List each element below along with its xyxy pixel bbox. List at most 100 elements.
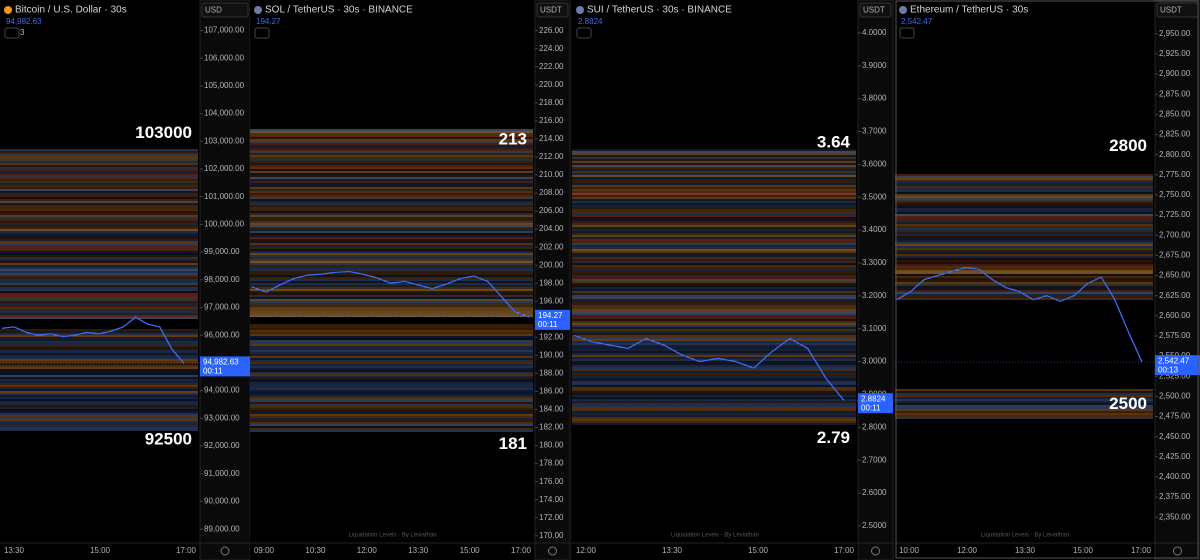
x-tick-label: 09:00 bbox=[254, 546, 275, 555]
price-line bbox=[1, 316, 185, 364]
price-line bbox=[251, 270, 530, 318]
y-tick-label: 206.00 bbox=[539, 206, 564, 215]
y-tick-label: 104,000.00 bbox=[204, 109, 245, 118]
y-tick-label: 2,825.00 bbox=[1159, 130, 1191, 139]
y-tick-label: 224.00 bbox=[539, 44, 564, 53]
last-price-tag bbox=[858, 393, 893, 414]
y-tick-label: 89,000.00 bbox=[204, 524, 240, 533]
y-tick-label: 3.6000 bbox=[862, 159, 887, 168]
y-tick-label: 91,000.00 bbox=[204, 469, 240, 478]
y-tick-label: 170.00 bbox=[539, 531, 564, 540]
plot-area bbox=[895, 0, 1155, 560]
y-tick-label: 102,000.00 bbox=[204, 164, 245, 173]
y-tick-label: 2,875.00 bbox=[1159, 89, 1191, 98]
y-tick-label: 2,850.00 bbox=[1159, 110, 1191, 119]
settings-button[interactable] bbox=[871, 546, 880, 556]
level-label: 103000 bbox=[135, 123, 192, 142]
x-tick-label: 15:00 bbox=[90, 546, 111, 555]
level-label: 2800 bbox=[1109, 136, 1147, 155]
last-price-tag bbox=[535, 309, 570, 330]
symbol-icon bbox=[899, 6, 907, 14]
collapse-button[interactable] bbox=[254, 27, 270, 39]
collapse-button[interactable] bbox=[4, 27, 20, 39]
y-tick-label: 190.00 bbox=[539, 350, 564, 359]
last-price-label: 94,982.63 bbox=[203, 358, 239, 367]
x-tick-label: 13:30 bbox=[408, 546, 429, 555]
currency-label: USDT bbox=[1160, 6, 1182, 15]
chart-panel: 170.00 172.00 174.00 176.00 178.00 180.00 182.… bbox=[250, 0, 571, 560]
y-tick-label: 2,925.00 bbox=[1159, 49, 1191, 58]
y-tick-label: 2,450.00 bbox=[1159, 432, 1191, 441]
y-tick-label: 3.5000 bbox=[862, 192, 887, 201]
currency-label: USD bbox=[205, 6, 222, 15]
y-tick-label: 106,000.00 bbox=[204, 53, 245, 62]
y-tick-label: 2,400.00 bbox=[1159, 472, 1191, 481]
y-tick-label: 2,500.00 bbox=[1159, 391, 1191, 400]
y-tick-label: 2,625.00 bbox=[1159, 291, 1191, 300]
y-tick-label: 2.6000 bbox=[862, 488, 887, 497]
x-tick-label: 15:00 bbox=[748, 546, 769, 555]
price-axis bbox=[1154, 0, 1200, 560]
y-tick-label: 3.8000 bbox=[862, 94, 887, 103]
y-tick-label: 2,800.00 bbox=[1159, 150, 1191, 159]
countdown: 00:11 bbox=[538, 320, 558, 329]
y-tick-label: 2,725.00 bbox=[1159, 210, 1191, 219]
symbol-icon bbox=[4, 6, 12, 14]
watermark: Liquidation Levels - By Leviathan bbox=[671, 533, 759, 539]
settings-button[interactable] bbox=[548, 546, 557, 556]
y-tick-label: 3.0000 bbox=[862, 357, 887, 366]
settings-button[interactable] bbox=[1173, 546, 1182, 556]
y-tick-label: 214.00 bbox=[539, 134, 564, 143]
y-tick-label: 90,000.00 bbox=[204, 497, 240, 506]
y-tick-label: 2.7000 bbox=[862, 455, 887, 464]
active-panel-border bbox=[895, 0, 1199, 559]
y-tick-label: 174.00 bbox=[539, 495, 564, 504]
x-tick-label: 13:30 bbox=[1015, 546, 1036, 555]
y-tick-label: 198.00 bbox=[539, 278, 564, 287]
y-tick-label: 2,650.00 bbox=[1159, 271, 1191, 280]
y-tick-label: 2,600.00 bbox=[1159, 311, 1191, 320]
level-label: 181 bbox=[499, 434, 527, 453]
header-price: 194.27 bbox=[256, 17, 281, 26]
countdown: 00:11 bbox=[203, 367, 223, 376]
y-tick-label: 2,775.00 bbox=[1159, 170, 1191, 179]
currency-select[interactable] bbox=[201, 2, 249, 18]
header-price: 2,542.47 bbox=[901, 17, 933, 26]
collapse-button[interactable] bbox=[576, 27, 592, 39]
countdown: 00:13 bbox=[1158, 365, 1179, 374]
price-line bbox=[896, 266, 1143, 363]
y-tick-label: 93,000.00 bbox=[204, 413, 240, 422]
x-tick-label: 17:00 bbox=[834, 546, 855, 555]
settings-button[interactable] bbox=[220, 546, 230, 556]
last-price-label: 194.27 bbox=[538, 311, 563, 320]
level-label: 2.79 bbox=[817, 428, 850, 447]
y-tick-label: 4.0000 bbox=[862, 28, 887, 37]
price-axis bbox=[857, 0, 894, 560]
y-tick-label: 2,425.00 bbox=[1159, 452, 1191, 461]
y-tick-label: 212.00 bbox=[539, 152, 564, 161]
level-label: 92500 bbox=[145, 430, 192, 449]
y-tick-label: 202.00 bbox=[539, 242, 564, 251]
y-tick-label: 2,475.00 bbox=[1159, 412, 1191, 421]
y-tick-label: 192.00 bbox=[539, 332, 564, 341]
symbol-icon bbox=[576, 6, 584, 14]
header-price: 94,982.63 bbox=[6, 17, 42, 26]
watermark: Liquidation Levels - By Leviathan bbox=[981, 533, 1069, 539]
currency-select[interactable] bbox=[859, 2, 892, 18]
y-tick-label: 178.00 bbox=[539, 459, 564, 468]
currency-select[interactable] bbox=[536, 2, 569, 18]
x-tick-label: 13:30 bbox=[662, 546, 683, 555]
y-tick-label: 208.00 bbox=[539, 188, 564, 197]
header-price: 2.8824 bbox=[578, 17, 603, 26]
y-tick-label: 186.00 bbox=[539, 387, 564, 396]
collapse-button[interactable] bbox=[899, 27, 915, 39]
y-tick-label: 216.00 bbox=[539, 116, 564, 125]
price-axis bbox=[199, 0, 251, 560]
currency-label: USDT bbox=[863, 6, 885, 15]
x-tick-label: 13:30 bbox=[4, 546, 25, 555]
last-price-tag bbox=[1155, 355, 1200, 376]
y-tick-label: 2,700.00 bbox=[1159, 230, 1191, 239]
y-tick-label: 210.00 bbox=[539, 170, 564, 179]
x-tick-label: 12:00 bbox=[357, 546, 378, 555]
y-tick-label: 172.00 bbox=[539, 513, 564, 522]
